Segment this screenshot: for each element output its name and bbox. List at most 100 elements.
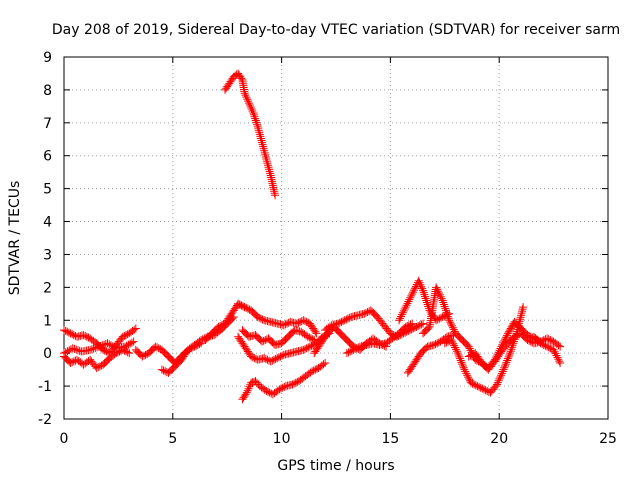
data-point xyxy=(264,163,273,172)
data-point xyxy=(258,337,267,346)
data-point xyxy=(122,331,131,340)
data-point xyxy=(249,108,258,117)
data-point xyxy=(65,346,74,355)
data-point xyxy=(514,321,523,330)
data-point xyxy=(457,358,466,367)
data-point xyxy=(440,339,449,348)
data-point xyxy=(252,118,261,127)
data-point xyxy=(64,328,73,337)
data-point xyxy=(445,316,454,325)
data-point xyxy=(346,347,355,356)
data-point xyxy=(349,345,358,354)
data-point xyxy=(481,386,490,395)
data-point xyxy=(453,349,462,358)
data-point xyxy=(262,155,271,164)
data-point xyxy=(312,329,321,338)
data-point xyxy=(153,343,162,352)
data-point xyxy=(293,377,302,386)
data-point xyxy=(470,380,479,389)
data-point xyxy=(516,315,525,324)
data-point xyxy=(464,342,473,351)
data-point xyxy=(448,337,457,346)
data-point xyxy=(110,350,119,359)
data-point xyxy=(302,317,311,326)
data-points xyxy=(60,69,565,404)
data-point xyxy=(438,312,447,321)
data-point xyxy=(94,363,103,372)
data-point xyxy=(79,331,88,340)
data-point xyxy=(259,336,268,345)
data-point xyxy=(251,116,260,125)
data-point xyxy=(403,299,412,308)
data-point xyxy=(456,354,465,363)
data-point xyxy=(260,354,269,363)
data-point xyxy=(244,384,253,393)
data-point xyxy=(443,310,452,319)
data-point xyxy=(444,314,453,323)
data-point xyxy=(465,375,474,384)
data-point xyxy=(302,331,311,340)
data-point xyxy=(454,351,463,360)
data-point xyxy=(276,352,285,361)
data-point xyxy=(408,289,417,298)
data-point xyxy=(525,336,534,345)
data-point xyxy=(433,287,442,296)
data-point xyxy=(307,341,316,350)
data-point xyxy=(436,313,445,322)
y-tick-label: 9 xyxy=(43,50,52,66)
data-point xyxy=(463,371,472,380)
data-point xyxy=(255,313,264,322)
data-point xyxy=(66,359,75,368)
data-point xyxy=(547,336,556,345)
data-point xyxy=(407,325,416,334)
data-point xyxy=(405,326,414,335)
data-point xyxy=(554,341,563,350)
data-point xyxy=(439,298,448,307)
data-point xyxy=(347,346,356,355)
data-point xyxy=(502,333,511,342)
data-point xyxy=(471,381,480,390)
data-point xyxy=(321,359,330,368)
y-tick-label: 7 xyxy=(43,116,52,132)
data-point xyxy=(253,312,262,321)
data-point xyxy=(68,344,77,353)
data-point xyxy=(436,292,445,301)
data-point xyxy=(68,330,77,339)
data-point xyxy=(216,322,225,331)
data-point xyxy=(129,337,138,346)
data-point xyxy=(517,311,526,320)
data-point xyxy=(72,345,81,354)
y-tick-label: 4 xyxy=(43,215,52,231)
data-point xyxy=(256,132,265,141)
data-point xyxy=(466,351,475,360)
data-point xyxy=(478,384,487,393)
data-point xyxy=(260,148,269,157)
data-point xyxy=(248,106,257,115)
data-point xyxy=(503,356,512,365)
data-point xyxy=(441,304,450,313)
plot-frame xyxy=(63,56,609,420)
data-point xyxy=(261,354,270,363)
data-point xyxy=(342,315,351,324)
data-point xyxy=(107,341,116,350)
data-point xyxy=(523,336,532,345)
data-point xyxy=(497,369,506,378)
data-point xyxy=(351,345,360,354)
data-point xyxy=(266,169,275,178)
data-point xyxy=(258,138,267,147)
data-point xyxy=(438,296,447,305)
data-point xyxy=(250,354,259,363)
data-point xyxy=(503,354,512,363)
data-point xyxy=(461,367,470,376)
y-axis-label: SDTVAR / TECUs xyxy=(7,181,23,296)
data-point xyxy=(506,324,515,333)
data-point xyxy=(440,302,449,311)
data-point xyxy=(123,348,132,357)
data-point xyxy=(249,110,258,119)
data-point xyxy=(515,319,524,328)
x-tick-label: 0 xyxy=(60,431,69,447)
data-point xyxy=(500,363,509,372)
data-point xyxy=(553,353,562,362)
data-point xyxy=(247,104,256,113)
data-point xyxy=(271,191,280,200)
